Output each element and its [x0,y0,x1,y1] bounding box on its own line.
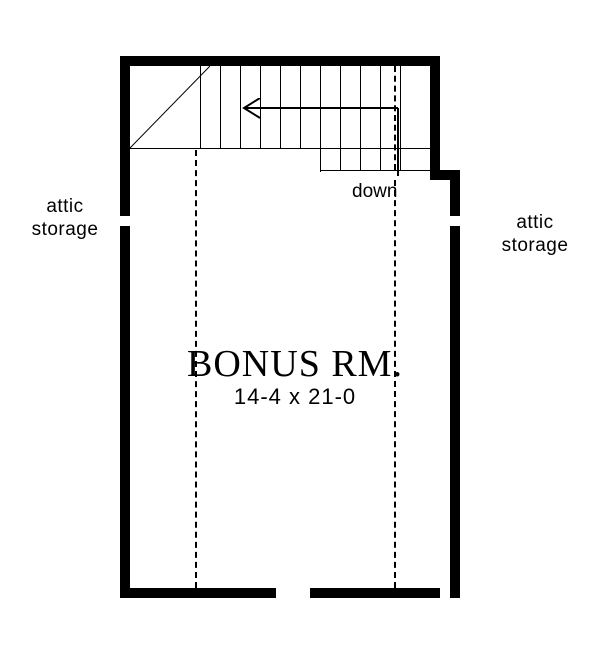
opening-bottom [276,585,310,601]
wall-right-upper [430,56,440,180]
floorplan-stage: attic storage attic storage down BONUS R… [0,0,600,671]
ceiling-line-right-upper [394,66,396,170]
attic-left-word2: storage [32,219,99,240]
attic-label-left: attic storage [20,196,110,242]
attic-left-word1: attic [46,196,83,217]
room-dimensions: 14-4 x 21-0 [130,384,460,410]
stair-tread [220,66,221,148]
wall-top [120,56,440,66]
attic-right-word2: storage [502,235,569,256]
attic-label-right: attic storage [490,212,580,258]
room-name: BONUS RM. [130,342,460,386]
opening-left [117,216,133,226]
opening-right [447,216,463,226]
attic-right-word1: attic [516,212,553,233]
wall-left [120,56,130,598]
stair-arrow-icon [226,98,406,178]
down-label: down [352,181,397,203]
stair-diagonal [130,66,210,148]
